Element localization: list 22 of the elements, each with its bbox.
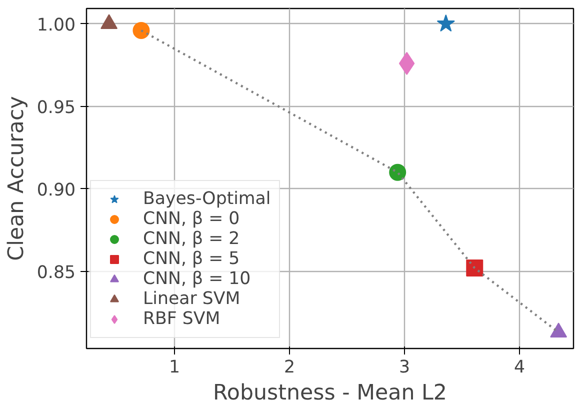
legend-label: CNN, β = 2 bbox=[143, 229, 240, 249]
point bbox=[389, 164, 406, 181]
point bbox=[466, 259, 484, 276]
legend-label: RBF SVM bbox=[143, 309, 220, 329]
legend-label: CNN, β = 5 bbox=[143, 249, 240, 269]
y-axis-title: Clean Accuracy bbox=[4, 96, 29, 261]
x-tick-label: 4 bbox=[514, 358, 525, 378]
legend-label: CNN, β = 10 bbox=[143, 269, 251, 289]
point bbox=[398, 52, 415, 75]
y-tick-label: 1.00 bbox=[36, 15, 76, 36]
point bbox=[132, 22, 150, 39]
y-tick-label: 0.85 bbox=[36, 262, 76, 283]
x-tick-label: 2 bbox=[284, 358, 296, 378]
point bbox=[436, 14, 455, 32]
legend-label: CNN, β = 0 bbox=[143, 209, 240, 229]
legend-label: Bayes-Optimal bbox=[143, 189, 271, 209]
legend-label: Linear SVM bbox=[143, 289, 240, 309]
x-axis-title: Robustness - Mean L2 bbox=[213, 380, 447, 406]
y-tick-label: 0.90 bbox=[36, 180, 76, 200]
x-tick-label: 1 bbox=[169, 358, 180, 378]
y-tick-label: 0.95 bbox=[36, 98, 76, 118]
x-tick-label: 3 bbox=[398, 358, 410, 378]
